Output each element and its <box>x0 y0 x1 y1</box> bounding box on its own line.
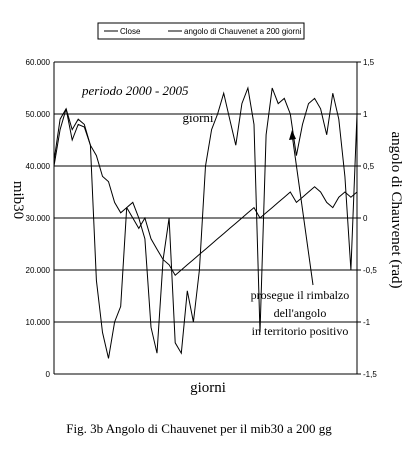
plot-area: 0 10.000 20.000 30.000 40.000 50.000 60.000 -1… <box>26 58 378 379</box>
y-tick-label-right: -1,5 <box>363 370 377 379</box>
y-tick-label-right: 0,5 <box>363 162 375 171</box>
y-axis-title-right: angolo di Chauvenet (rad) <box>388 131 402 288</box>
y-tick-label-left: 20.000 <box>26 266 51 275</box>
legend-entry-angle: angolo di Chauvenet a 200 giorni <box>184 27 302 36</box>
x-axis-inner-label: giorni <box>182 110 213 125</box>
x-axis-title: giorni <box>190 380 226 396</box>
series-line-close <box>53 108 358 276</box>
y-tick-label-right: 0 <box>363 214 368 223</box>
y-axis-title-left: mib30 <box>10 181 26 219</box>
y-tick-label-left: 40.000 <box>26 162 51 171</box>
note-line-3: in territorio positivo <box>252 324 349 338</box>
legend-entry-close: Close <box>120 27 141 36</box>
y-tick-label-right: -1 <box>363 318 371 327</box>
y-tick-label-left: 10.000 <box>26 318 51 327</box>
series-line-angle <box>53 86 358 359</box>
y-tick-label-left: 60.000 <box>26 58 51 67</box>
y-tick-label-right: -0,5 <box>363 266 377 275</box>
note-line-1: prosegue il rimbalzo <box>251 288 350 302</box>
y-tick-label-left: 30.000 <box>26 214 51 223</box>
note-arrow <box>289 130 314 286</box>
y-tick-label-right: 1 <box>363 110 368 119</box>
y-tick-label-left: 50.000 <box>26 110 51 119</box>
figure-caption: Fig. 3b Angolo di Chauvenet per il mib30… <box>66 421 332 436</box>
y-tick-label-right: 1,5 <box>363 58 375 67</box>
legend: Close angolo di Chauvenet a 200 giorni <box>97 22 305 40</box>
left-axis-ticks: 0 10.000 20.000 30.000 40.000 50.000 60.000 <box>26 58 51 379</box>
y-tick-label-left: 0 <box>46 370 51 379</box>
legend-box <box>97 22 305 40</box>
period-annotation: periodo 2000 - 2005 <box>81 83 189 98</box>
right-axis-ticks: -1,5 -1 -0,5 0 0,5 1 1,5 <box>357 58 377 379</box>
note-line-2: dell'angolo <box>274 306 327 320</box>
